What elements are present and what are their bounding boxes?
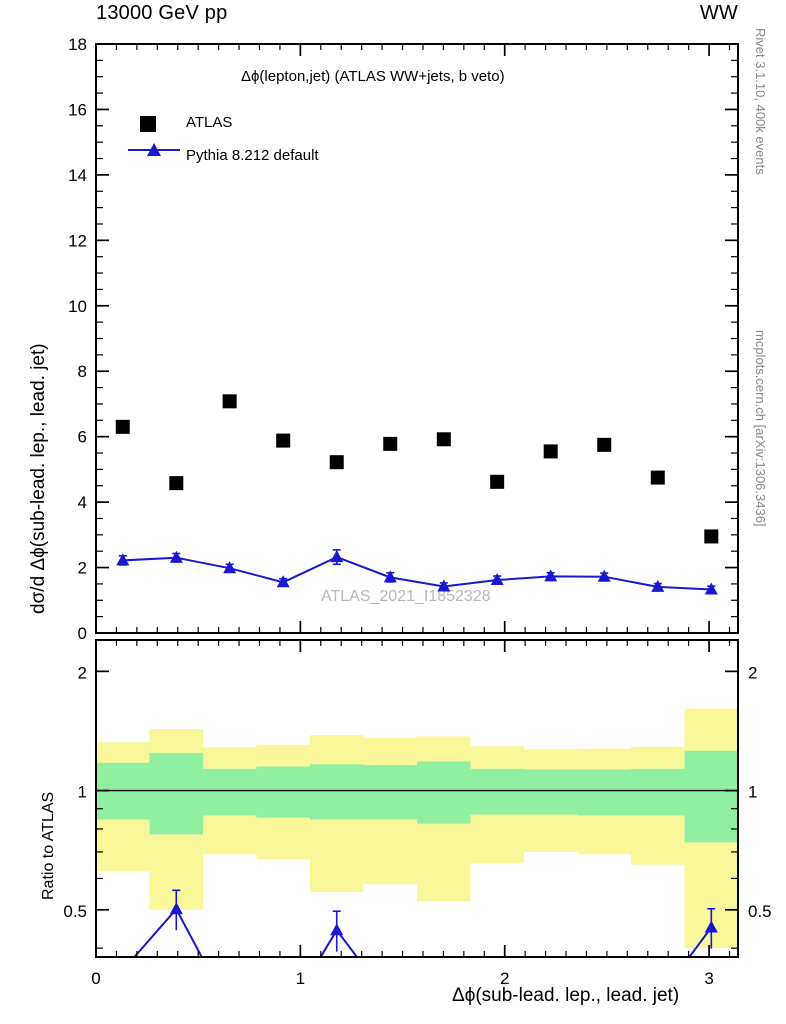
- ratio-band-1sigma: [684, 750, 738, 843]
- ratio-panel-frame: [95, 639, 739, 958]
- mc-marker: [437, 579, 451, 592]
- mc-marker: [169, 550, 183, 563]
- x-tick-label: 3: [704, 969, 713, 988]
- mc-marker: [651, 579, 665, 592]
- ratio-y-tick-label: 1: [78, 783, 87, 802]
- x-axis-label: Δϕ(sub-lead. lep., lead. jet): [452, 985, 680, 1006]
- mc-marker: [276, 575, 290, 588]
- ratio-y-tick-label-right: 2: [748, 663, 757, 682]
- x-tick-label: 0: [91, 969, 100, 988]
- data-marker: [597, 437, 612, 452]
- data-marker: [329, 455, 344, 470]
- ratio-band-1sigma: [149, 752, 203, 835]
- mc-marker: [116, 553, 130, 566]
- y-tick-label: 10: [68, 297, 87, 316]
- ratio-y-tick-label-right: 1: [748, 783, 757, 802]
- y-tick-label: 18: [68, 35, 87, 54]
- y-tick-label: 2: [78, 559, 87, 578]
- y-tick-label: 0: [78, 624, 87, 643]
- data-marker: [276, 433, 291, 448]
- legend-marker-pythia: [128, 143, 180, 156]
- ratio-band-1sigma: [577, 769, 631, 816]
- data-marker: [222, 394, 237, 409]
- ratio-mc-marker: [116, 963, 129, 975]
- y-tick-label: 4: [78, 493, 87, 512]
- y-tick-label: 16: [68, 100, 87, 119]
- ratio-band-1sigma: [524, 769, 578, 815]
- data-marker: [436, 432, 451, 447]
- ratio-mc-series: [116, 889, 718, 996]
- mc-marker: [704, 582, 718, 595]
- dataset-watermark: ATLAS_2021_I1852328: [321, 588, 491, 605]
- data-marker: [383, 436, 398, 451]
- main-panel-frame: [95, 43, 739, 634]
- data-marker: [115, 419, 130, 434]
- mc-marker: [597, 569, 611, 582]
- ratio-band-1sigma: [417, 761, 471, 824]
- data-marker: [704, 529, 719, 544]
- mc-marker: [383, 570, 397, 583]
- plot-title: Δϕ(lepton,jet) (ATLAS WW+jets, b veto): [241, 68, 505, 85]
- y-tick-label: 6: [78, 428, 87, 447]
- ratio-mc-marker: [544, 984, 557, 996]
- ratio-band-1sigma: [470, 768, 524, 815]
- mc-line: [122, 556, 712, 591]
- legend-label-atlas: ATLAS: [186, 114, 233, 131]
- ratio-band-1sigma: [310, 764, 364, 820]
- data-marker: [650, 470, 665, 485]
- ratio-y-tick-label: 2: [78, 663, 87, 682]
- legend-label-pythia: Pythia 8.212 default: [186, 147, 319, 164]
- mc-marker: [223, 561, 237, 574]
- header-left-label: 13000 GeV pp: [96, 2, 228, 24]
- ratio-mc-line: [133, 907, 713, 957]
- header-right-label: WW: [699, 2, 738, 24]
- ratio-band-1sigma: [363, 765, 417, 820]
- ratio-y-tick-label: 0.5: [63, 902, 87, 921]
- x-tick-label: 1: [296, 969, 305, 988]
- mc-marker: [330, 550, 344, 563]
- data-marker: [169, 476, 184, 491]
- data-marker: [543, 444, 558, 459]
- data-marker: [490, 474, 505, 489]
- mc-marker: [544, 569, 558, 582]
- ratio-band-1sigma: [631, 768, 685, 816]
- y-tick-label: 8: [78, 362, 87, 381]
- ratio-band-1sigma: [256, 766, 310, 818]
- mc-marker: [490, 572, 504, 585]
- y-tick-label: 14: [68, 166, 87, 185]
- ratio-band-1sigma: [203, 768, 257, 816]
- y-tick-label: 12: [68, 231, 87, 250]
- legend-marker-atlas: [140, 116, 156, 132]
- x-tick-label: 2: [500, 969, 509, 988]
- ratio-y-tick-label-right: 0.5: [748, 902, 772, 921]
